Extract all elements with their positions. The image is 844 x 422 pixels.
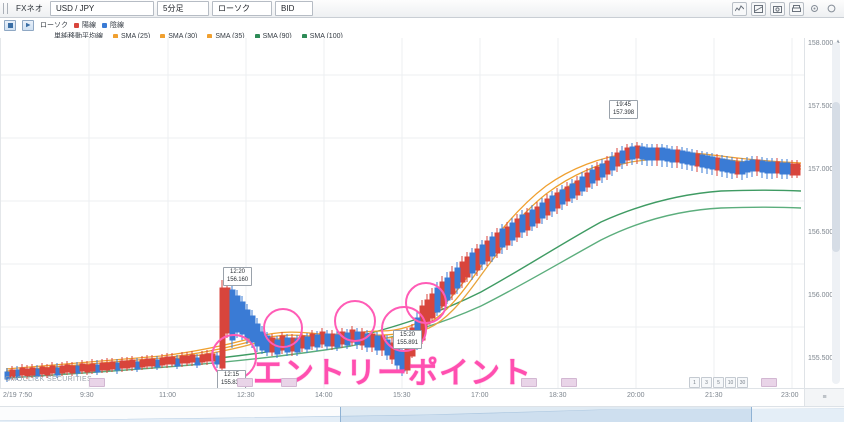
entry-circle-4: [381, 306, 427, 352]
range-tab-5[interactable]: [561, 378, 577, 387]
legend-item-label: SMA (90): [262, 32, 292, 40]
time-tick: 2/19 7:50: [3, 392, 33, 399]
price-tick: 155.500: [808, 355, 834, 362]
sma25-swatch: [113, 33, 118, 39]
chart-navigator[interactable]: [0, 406, 844, 422]
legend-item-label: SMA (30): [168, 32, 198, 40]
drawing-icon[interactable]: [751, 1, 766, 16]
print-icon[interactable]: [789, 1, 804, 16]
time-tick: 11:00: [159, 392, 176, 399]
legend-chart-type: ローソク: [40, 22, 68, 29]
axis-corner-control[interactable]: ≡: [804, 388, 844, 406]
legend-sma-title: 単純移動平均線: [54, 33, 103, 40]
time-tick: 18:30: [549, 392, 567, 399]
sma100-swatch: [301, 33, 307, 39]
app-title: FXネオ: [16, 4, 44, 13]
help-icon[interactable]: [825, 3, 838, 15]
navigator-selection[interactable]: [340, 407, 752, 422]
legend-row-sma: 単純移動平均線 SMA (25) SMA (30) SMA (35) SMA (…: [0, 30, 844, 41]
legend-item-sma30: SMA (30): [160, 33, 197, 40]
chart-type-select[interactable]: ローソク: [212, 1, 273, 16]
tooltip-time: 15:20: [399, 332, 415, 338]
legend-item-sma90: SMA (90): [254, 32, 292, 40]
timeframe-select[interactable]: 5分足: [157, 1, 210, 16]
tooltip-time: 12:15: [223, 372, 239, 378]
legend-row-candles: ローソク 陽線 陰線: [0, 18, 844, 31]
chart-plot-area[interactable]: エントリーポイント 12:20 156.160 12:15 155.830 15…: [0, 38, 804, 388]
price-tick: 158.000: [808, 40, 834, 47]
nav-button-5[interactable]: 30: [737, 377, 748, 388]
tooltip-price: 156.160: [227, 276, 248, 283]
legend-item-label: 陽線: [82, 22, 96, 29]
entry-circle-5: [405, 282, 447, 324]
time-tick: 21:30: [705, 392, 723, 399]
price-axis[interactable]: ▲ 158.000 157.500 157.000 156.500 156.00…: [804, 38, 844, 388]
legend-item-sma100: SMA (100): [301, 32, 343, 40]
tooltip-price: 155.891: [397, 339, 418, 346]
bullish-swatch: [74, 22, 79, 28]
range-tab-6[interactable]: [761, 378, 777, 387]
tooltip-time: 12:20: [229, 269, 245, 275]
nav-button-2[interactable]: 3: [701, 377, 712, 388]
price-tick: 157.000: [808, 166, 834, 173]
entry-circle-2: [263, 308, 303, 348]
top-toolbar: FXネオ USD / JPY 5分足 ローソク BID: [0, 0, 844, 18]
legend-item-label: SMA (100): [309, 32, 343, 40]
corner-label: ≡: [822, 394, 827, 401]
range-tab-1[interactable]: [89, 378, 105, 387]
price-axis-scrollbar[interactable]: [832, 42, 840, 384]
tooltip-price: 155.830: [221, 379, 242, 386]
price-tick: 156.000: [808, 292, 834, 299]
indicator-icon[interactable]: [732, 1, 747, 16]
camera-icon[interactable]: [770, 1, 785, 16]
bearish-swatch: [102, 22, 107, 28]
sma35-swatch: [207, 33, 213, 39]
toolbar-grip[interactable]: [3, 3, 8, 14]
settings-icon[interactable]: [808, 3, 821, 15]
broker-watermark: GMOCLICK SECURITIES: [5, 376, 92, 383]
rate-side-select[interactable]: BID: [275, 1, 314, 16]
legend-item-label: 陰線: [110, 22, 124, 29]
range-tab-3[interactable]: [281, 378, 297, 387]
legend-item-label: SMA (35): [215, 32, 245, 40]
chart-legend: ローソク 陽線 陰線 単純移動平均線 SMA (25) SMA (30): [0, 18, 844, 41]
tooltip-high-1220: 12:20 156.160: [223, 267, 252, 286]
nav-button-1[interactable]: 1: [689, 377, 700, 388]
legend-item-bearish: 陰線: [102, 20, 124, 30]
scrollbar-thumb[interactable]: [832, 102, 840, 252]
legend-item-sma35: SMA (35): [207, 32, 245, 40]
legend-item-bullish: 陽線: [74, 20, 96, 30]
price-tick: 157.500: [808, 103, 834, 110]
toolbar-icon-group: [732, 1, 841, 16]
range-tab-4[interactable]: [521, 378, 537, 387]
time-tick: 12:30: [237, 392, 255, 399]
time-tick: 17:00: [471, 392, 489, 399]
sma30-swatch: [160, 33, 166, 39]
sma90-swatch: [254, 33, 260, 39]
currency-pair-select[interactable]: USD / JPY: [50, 1, 155, 16]
navigator-mini-chart: [0, 408, 844, 422]
tooltip-1520: 15:20 155.891: [393, 330, 422, 349]
nav-button-3[interactable]: 5: [713, 377, 724, 388]
time-tick: 15:30: [393, 392, 411, 399]
time-tick: 14:00: [315, 392, 333, 399]
tooltip-time: 19:45: [615, 102, 631, 108]
legend-item-sma25: SMA (25): [113, 33, 150, 40]
time-tick: 9:30: [80, 392, 94, 399]
candle-expand-icon[interactable]: [22, 19, 34, 31]
time-tick: 23:00: [781, 392, 799, 399]
entry-circle-3: [334, 300, 376, 342]
candle-settings-icon[interactable]: [4, 19, 16, 31]
entry-point-annotation: エントリーポイント: [253, 356, 532, 388]
legend-item-label: SMA (25): [121, 32, 151, 40]
range-tab-2[interactable]: [237, 378, 253, 387]
time-axis[interactable]: 2/19 7:50 9:30 11:00 12:30 14:00 15:30 1…: [0, 388, 804, 406]
tooltip-high-1945: 19:45 157.398: [609, 100, 638, 119]
nav-button-4[interactable]: 10: [725, 377, 736, 388]
grid-vertical: [88, 38, 793, 388]
price-tick: 156.500: [808, 229, 834, 236]
tooltip-price: 157.398: [613, 109, 634, 116]
time-tick: 20:00: [627, 392, 645, 399]
